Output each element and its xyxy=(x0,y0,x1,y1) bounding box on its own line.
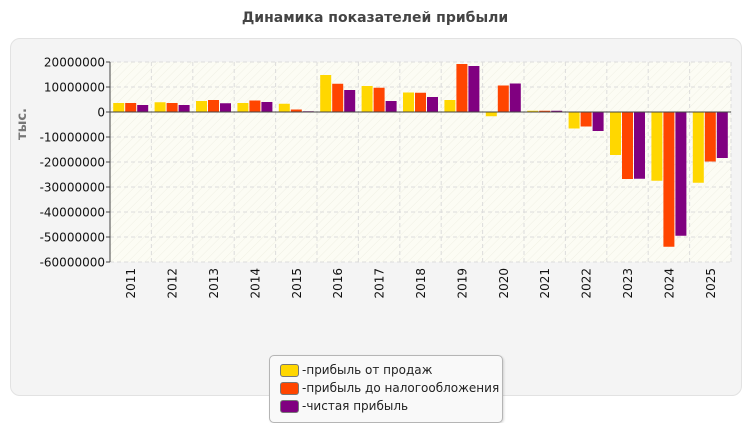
y-tick-label: -50000000 xyxy=(40,231,105,245)
y-tick-label: 10000000 xyxy=(44,81,105,95)
bar-2022-series-1 xyxy=(580,112,592,127)
bar-2015-series-1 xyxy=(290,109,302,112)
legend-swatch-net-profit xyxy=(280,399,299,413)
bar-2019-series-0 xyxy=(444,100,456,112)
bar-2014-series-0 xyxy=(237,103,249,112)
legend-prefix: - xyxy=(302,381,307,395)
x-tick-label-2012: 2012 xyxy=(166,268,180,299)
bar-2021-series-2 xyxy=(551,110,563,112)
y-tick-label: -20000000 xyxy=(40,156,105,170)
bar-2020-series-1 xyxy=(497,85,509,112)
x-tick-label-2020: 2020 xyxy=(497,268,511,299)
x-tick-label-2011: 2011 xyxy=(124,268,138,299)
x-tick-label-2023: 2023 xyxy=(621,268,635,299)
bar-2018-series-2 xyxy=(427,97,438,112)
x-tick-label-2018: 2018 xyxy=(414,268,428,299)
bar-chart: 20000000 10000000 0 -10000000 -20000000 -3000… xyxy=(15,56,732,299)
bar-2023-series-0 xyxy=(610,112,621,155)
bar-2025-series-2 xyxy=(716,112,728,158)
x-tick-label-2022: 2022 xyxy=(580,268,594,299)
chart-title: Динамика показателей прибыли xyxy=(241,10,509,26)
legend-label-pretax-profit: прибыль до налогообложения xyxy=(306,381,500,395)
bar-2018-series-0 xyxy=(403,92,414,112)
y-tick-label: 20000000 xyxy=(44,56,105,70)
y-tick-label: -10000000 xyxy=(40,131,105,145)
bar-2024-series-1 xyxy=(663,112,675,247)
x-tick-label-2019: 2019 xyxy=(455,268,469,299)
bar-2017-series-0 xyxy=(361,86,373,112)
bar-2021-series-1 xyxy=(539,110,551,112)
bar-2014-series-1 xyxy=(249,100,261,112)
y-tick-label: -40000000 xyxy=(40,206,105,220)
legend-swatch-pretax-profit xyxy=(280,381,299,395)
x-tick-label-2015: 2015 xyxy=(290,268,304,299)
y-tick-label: 0 xyxy=(97,106,105,120)
bar-2011-series-2 xyxy=(137,105,149,112)
bar-2015-series-0 xyxy=(278,103,290,112)
bar-2022-series-0 xyxy=(568,112,580,129)
bar-2025-series-0 xyxy=(692,112,704,183)
chart-panel: 20000000 10000000 0 -10000000 -20000000 -3000… xyxy=(10,38,742,423)
bar-2023-series-1 xyxy=(622,112,633,179)
legend-item-sales-profit: - прибыль от продаж xyxy=(280,361,432,379)
x-tick-label-2014: 2014 xyxy=(248,268,262,299)
x-tick-label-2017: 2017 xyxy=(373,268,387,299)
bar-2024-series-0 xyxy=(651,112,663,181)
bar-2016-series-0 xyxy=(320,75,332,112)
bar-2013-series-0 xyxy=(196,101,207,112)
bar-2011-series-1 xyxy=(125,103,137,112)
bar-2018-series-1 xyxy=(415,92,426,112)
bar-2014-series-2 xyxy=(261,102,273,112)
bar-2012-series-2 xyxy=(178,105,190,112)
legend-prefix: - xyxy=(302,363,307,377)
bar-2020-series-2 xyxy=(509,83,521,112)
y-axis-label: тыс. xyxy=(15,108,30,140)
bar-2011-series-0 xyxy=(113,103,125,112)
x-tick-label-2021: 2021 xyxy=(538,268,552,299)
chart-legend: - прибыль от продаж - прибыль до налогоо… xyxy=(269,355,503,423)
bar-2023-series-2 xyxy=(634,112,645,179)
bar-2012-series-0 xyxy=(154,102,166,112)
legend-label-sales-profit: прибыль от продаж xyxy=(306,363,433,377)
bar-2013-series-2 xyxy=(220,103,231,112)
bar-2020-series-0 xyxy=(485,112,497,117)
bar-2017-series-2 xyxy=(385,101,397,112)
bar-2013-series-1 xyxy=(208,100,219,112)
bar-2019-series-1 xyxy=(456,64,468,112)
bar-2012-series-1 xyxy=(166,103,178,112)
legend-swatch-sales-profit xyxy=(280,363,299,377)
bar-2025-series-1 xyxy=(704,112,716,162)
bar-2024-series-2 xyxy=(675,112,687,236)
legend-label-net-profit: чистая прибыль xyxy=(306,399,409,413)
x-tick-label-2024: 2024 xyxy=(662,268,676,299)
bar-2021-series-0 xyxy=(527,110,539,112)
x-tick-label-2016: 2016 xyxy=(331,268,345,299)
bar-2016-series-1 xyxy=(332,83,344,112)
x-tick-label-2025: 2025 xyxy=(704,268,718,299)
bar-2016-series-2 xyxy=(344,90,356,112)
bar-2017-series-1 xyxy=(373,87,385,112)
y-tick-label: -60000000 xyxy=(40,256,105,270)
y-tick-label: -30000000 xyxy=(40,181,105,195)
legend-item-pretax-profit: - прибыль до налогообложения xyxy=(280,379,499,397)
x-tick-label-2013: 2013 xyxy=(207,268,221,299)
bar-2022-series-2 xyxy=(592,112,604,131)
bar-2019-series-2 xyxy=(468,66,480,112)
